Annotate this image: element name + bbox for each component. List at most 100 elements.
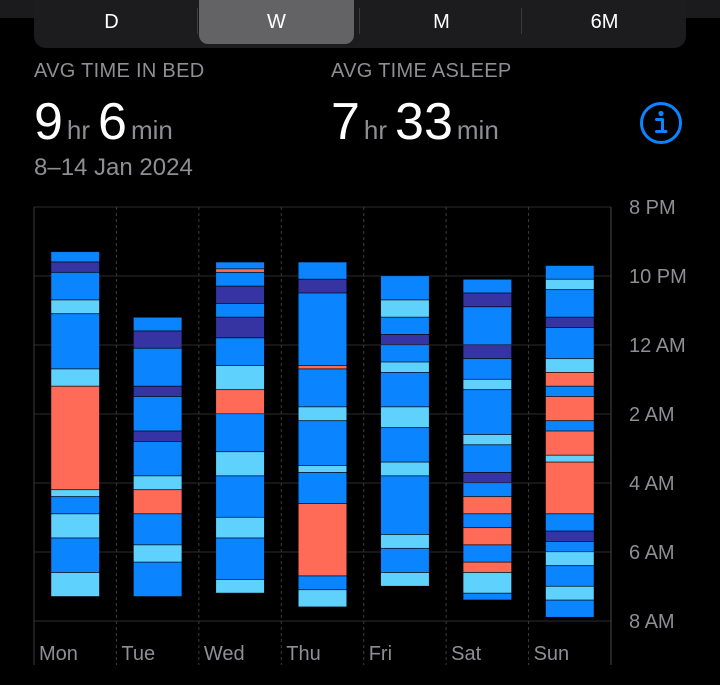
sleep-segment-core (298, 369, 347, 407)
sleep-segment-deep (463, 293, 512, 307)
sleep-segment-deep (298, 279, 347, 293)
sleep-segment-core (133, 441, 182, 476)
sleep-segment-rem (463, 434, 512, 445)
y-tick-label: 6 AM (629, 542, 675, 564)
night-bar-tue[interactable] (133, 317, 182, 597)
sleep-segment-awake (463, 562, 512, 573)
sleep-segment-rem (51, 300, 100, 314)
segment-six-months[interactable]: 6M (590, 11, 619, 33)
sleep-segment-awake (51, 386, 100, 490)
sleep-segment-core (51, 251, 100, 262)
x-tick-label: Sun (534, 643, 570, 665)
min-unit: min (130, 115, 173, 145)
night-bar-mon[interactable] (51, 251, 100, 597)
sleep-segment-core (380, 427, 429, 462)
y-tick-label: 8 AM (629, 611, 675, 633)
sleep-segment-core (545, 289, 594, 317)
sleep-segment-core (51, 496, 100, 514)
y-tick-label: 4 AM (629, 473, 675, 495)
segment-day[interactable]: D (104, 11, 119, 33)
night-bar-thu[interactable] (298, 261, 347, 607)
segment-divider (521, 8, 522, 34)
sleep-segment-core (545, 541, 594, 552)
date-range: 8–14 Jan 2024 (34, 154, 193, 181)
segment-month[interactable]: M (433, 11, 450, 33)
sleep-segment-rem (545, 279, 594, 290)
time-asleep-label: AVG TIME ASLEEP (331, 60, 512, 82)
sleep-segment-core (216, 272, 265, 286)
sleep-segment-rem (380, 407, 429, 428)
sleep-segment-core (298, 420, 347, 466)
x-tick-label: Mon (39, 643, 78, 665)
sleep-segment-core (133, 514, 182, 545)
sleep-segment-core (545, 600, 594, 617)
sleep-segment-awake (463, 527, 512, 545)
sleep-segment-core (298, 262, 347, 279)
y-tick-label: 8 PM (629, 197, 676, 219)
info-icon[interactable] (638, 100, 684, 146)
sleep-segment-awake (216, 389, 265, 414)
sleep-segment-core (463, 483, 512, 497)
sleep-segment-core (51, 538, 100, 573)
sleep-segment-rem (380, 300, 429, 317)
sleep-segment-core (380, 372, 429, 407)
sleep-segment-core (380, 317, 429, 335)
sleep-segment-core (51, 313, 100, 369)
hr-unit: hr (363, 115, 388, 145)
sleep-segment-core (545, 327, 594, 359)
sleep-segment-rem (51, 514, 100, 538)
sleep-segment-core (380, 276, 429, 300)
sleep-segment-core (463, 514, 512, 528)
sleep-segment-rem (216, 517, 265, 538)
time-asleep-minutes: 33 (395, 93, 453, 151)
sleep-segment-core (545, 420, 594, 431)
night-bar-sat[interactable] (463, 279, 512, 600)
sleep-segment-awake (298, 365, 347, 369)
sleep-segment-core (133, 396, 182, 431)
sleep-segment-core (216, 476, 265, 517)
night-bar-wed[interactable] (216, 261, 265, 593)
sleep-segment-core (463, 389, 512, 435)
sleep-stages-chart: 8 PM 10 PM 12 AM 2 AM 4 AM 6 AM 8 AM Mon Tue Wed T… (33, 197, 687, 665)
sleep-segment-deep (216, 317, 265, 338)
sleep-segment-deep (380, 334, 429, 345)
sleep-segment-core (463, 279, 512, 293)
sleep-segment-rem (51, 489, 100, 497)
sleep-segment-rem (51, 369, 100, 386)
time-in-bed-value: 9 hr 6 min (34, 92, 181, 152)
night-bar-sun[interactable] (545, 265, 594, 617)
sleep-segment-rem (463, 572, 512, 593)
sleep-segment-rem (380, 572, 429, 586)
hr-unit: hr (66, 115, 91, 145)
y-tick-label: 10 PM (629, 266, 687, 288)
sleep-segment-core (133, 317, 182, 331)
sleep-segment-core (298, 576, 347, 590)
sleep-segment-core (463, 445, 512, 473)
sleep-segment-awake (545, 462, 594, 514)
sleep-segment-awake (463, 496, 512, 514)
sleep-segment-deep (463, 345, 512, 359)
time-asleep-value: 7 hr 33 min (331, 92, 507, 152)
time-in-bed-hours: 9 (34, 93, 63, 151)
time-asleep-hours: 7 (331, 93, 360, 151)
sleep-segment-core (133, 562, 182, 597)
sleep-segment-core (216, 414, 265, 452)
sleep-segment-rem (380, 462, 429, 476)
segment-divider (359, 8, 360, 34)
sleep-segment-awake (298, 503, 347, 576)
sleep-segment-core (545, 514, 594, 531)
sleep-segment-rem (216, 451, 265, 476)
sleep-segment-deep (216, 286, 265, 303)
sleep-segment-core (216, 303, 265, 317)
sleep-segment-deep (545, 531, 594, 542)
sleep-segment-core (380, 548, 429, 573)
sleep-segment-rem (463, 379, 512, 390)
segment-divider (197, 8, 198, 34)
sleep-segment-rem (298, 589, 347, 607)
sleep-segment-rem (545, 552, 594, 566)
sleep-segment-core (380, 476, 429, 535)
segment-week[interactable]: W (199, 0, 354, 44)
night-bar-fri[interactable] (380, 275, 429, 586)
sleep-segment-rem (380, 534, 429, 548)
sleep-segment-awake (545, 372, 594, 386)
